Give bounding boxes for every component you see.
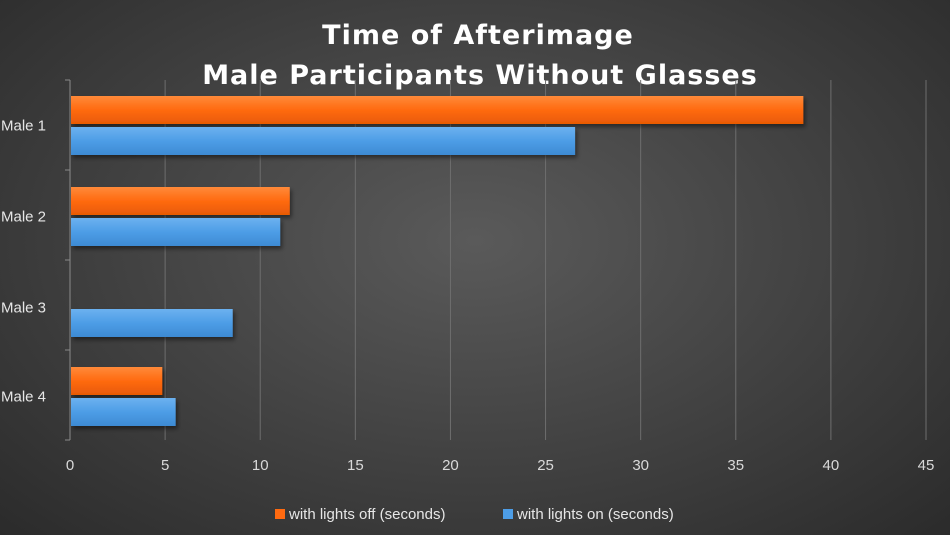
x-tick-label-45: 45 <box>918 457 935 474</box>
legend-item-lights-on: with lights on (seconds) <box>503 506 674 523</box>
category-label-male-3: Male 3 <box>1 300 46 317</box>
x-tick-label-0: 0 <box>66 457 74 474</box>
x-tick-label-25: 25 <box>537 457 554 474</box>
x-tick-label-35: 35 <box>727 457 744 474</box>
legend-label-lights-on: with lights on (seconds) <box>516 506 674 523</box>
bar-lights-off-male-4 <box>71 367 163 395</box>
axes <box>65 79 71 441</box>
legend: with lights off (seconds) with lights on… <box>275 506 674 523</box>
x-tick-label-20: 20 <box>442 457 459 474</box>
category-label-male-4: Male 4 <box>1 389 46 406</box>
bar-lights-on-male-2 <box>71 218 281 246</box>
bar-lights-off-male-2 <box>71 187 290 215</box>
bar-lights-on-male-3 <box>71 309 233 337</box>
x-tick-label-5: 5 <box>161 457 169 474</box>
category-label-male-1: Male 1 <box>1 118 46 135</box>
chart-title-line-2: Male Participants Without Glasses <box>202 60 758 91</box>
axis-labels: 0 5 10 15 20 25 30 35 40 45 Male 1 Male 2 Male 3 Male… <box>1 118 934 475</box>
legend-swatch-lights-off <box>275 509 285 519</box>
bar-lights-off-male-1 <box>71 96 804 124</box>
legend-item-lights-off: with lights off (seconds) <box>275 506 445 523</box>
category-label-male-2: Male 2 <box>1 209 46 226</box>
x-tick-label-15: 15 <box>347 457 364 474</box>
legend-label-lights-off: with lights off (seconds) <box>288 506 445 523</box>
x-tick-label-30: 30 <box>632 457 649 474</box>
x-tick-label-10: 10 <box>252 457 269 474</box>
bar-lights-on-male-4 <box>71 398 176 426</box>
x-tick-label-40: 40 <box>823 457 840 474</box>
bars <box>71 96 804 426</box>
legend-swatch-lights-on <box>503 509 513 519</box>
bar-lights-on-male-1 <box>71 127 576 155</box>
chart-title-line-1: Time of Afterimage <box>322 20 634 51</box>
